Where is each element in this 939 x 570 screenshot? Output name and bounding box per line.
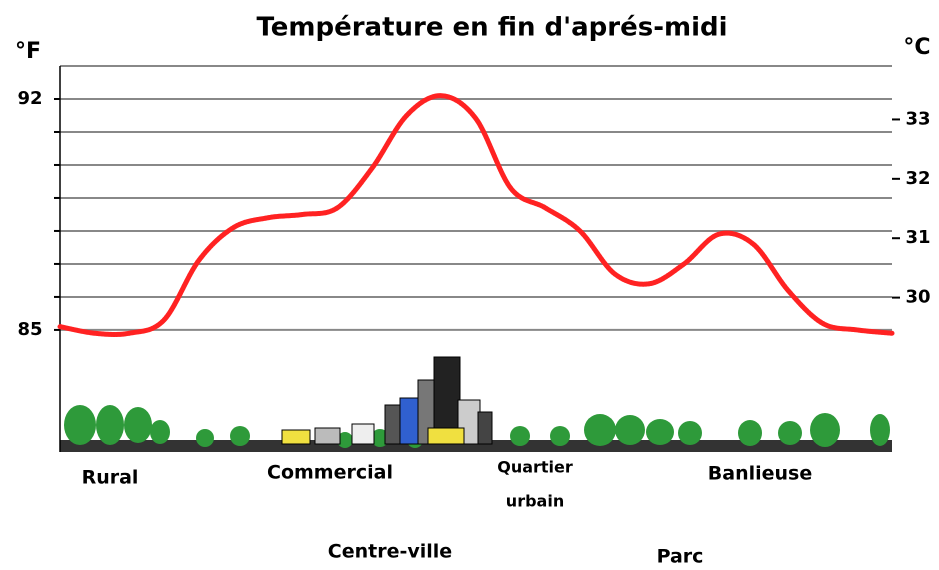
zone-label: Rural <box>82 467 139 489</box>
zone-label: Parc <box>657 546 704 568</box>
zone-label: Commercial <box>267 462 393 484</box>
zone-label: Banlieuse <box>708 463 812 485</box>
y2-tick-label: 30 <box>905 287 930 308</box>
y-unit: °F <box>15 39 41 64</box>
zone-label: Centre-ville <box>328 541 452 563</box>
y2-tick-label: 32 <box>905 168 930 189</box>
city-scenery <box>60 356 892 452</box>
y2-unit: °C <box>903 35 930 60</box>
y2-tick-label: 33 <box>905 108 930 129</box>
temperature-line <box>57 93 895 337</box>
zone-label: urbain <box>506 492 564 511</box>
y-tick-label: 92 <box>17 88 42 109</box>
chart-title: Température en fin d'aprés-midi <box>256 13 727 43</box>
zone-label: Quartier <box>497 458 573 477</box>
buildings <box>281 356 493 445</box>
y-tick-label: 85 <box>17 319 42 340</box>
y2-tick-label: 31 <box>905 227 930 248</box>
